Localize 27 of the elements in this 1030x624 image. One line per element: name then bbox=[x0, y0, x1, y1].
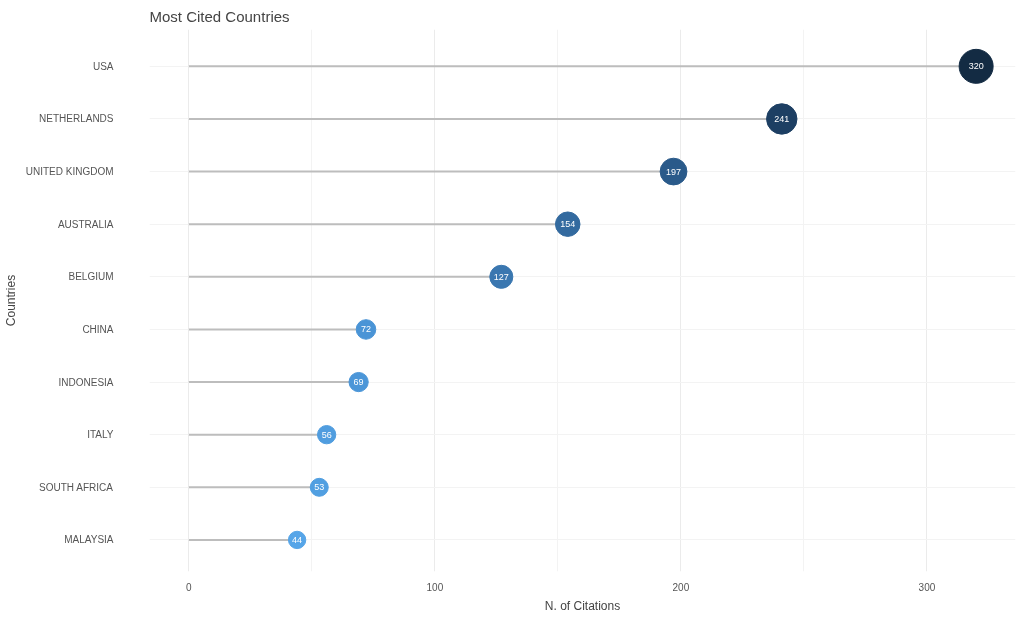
data-label: 197 bbox=[666, 166, 682, 177]
y-tick-label: NETHERLANDS bbox=[39, 113, 114, 125]
x-tick-label: 200 bbox=[672, 581, 690, 593]
data-label: 69 bbox=[353, 377, 364, 388]
y-tick-label: UNITED KINGDOM bbox=[25, 166, 114, 178]
y-axis-title: Countries bbox=[3, 274, 18, 327]
x-tick-label: 100 bbox=[426, 581, 444, 593]
data-label: 56 bbox=[321, 429, 332, 440]
y-tick-label: ITALY bbox=[87, 429, 114, 441]
data-label: 127 bbox=[493, 271, 509, 282]
data-label: 154 bbox=[560, 219, 576, 230]
data-label: 53 bbox=[314, 482, 325, 493]
x-axis-title: N. of Citations bbox=[544, 598, 621, 613]
data-label: 320 bbox=[968, 61, 984, 72]
y-tick-label: USA bbox=[92, 60, 114, 72]
y-tick-label: INDONESIA bbox=[58, 376, 114, 388]
x-tick-label: 0 bbox=[186, 581, 193, 593]
y-tick-label: AUSTRALIA bbox=[57, 218, 114, 230]
y-tick-label: SOUTH AFRICA bbox=[39, 481, 114, 493]
y-tick-label: CHINA bbox=[82, 323, 114, 335]
y-tick-label: BELGIUM bbox=[68, 271, 114, 283]
chart-title: Most Cited Countries bbox=[149, 7, 290, 25]
data-label: 72 bbox=[360, 324, 372, 335]
y-tick-label: MALAYSIA bbox=[64, 534, 114, 546]
x-tick-label: 300 bbox=[918, 581, 936, 593]
data-label: 44 bbox=[292, 534, 303, 545]
data-label: 241 bbox=[774, 113, 790, 124]
